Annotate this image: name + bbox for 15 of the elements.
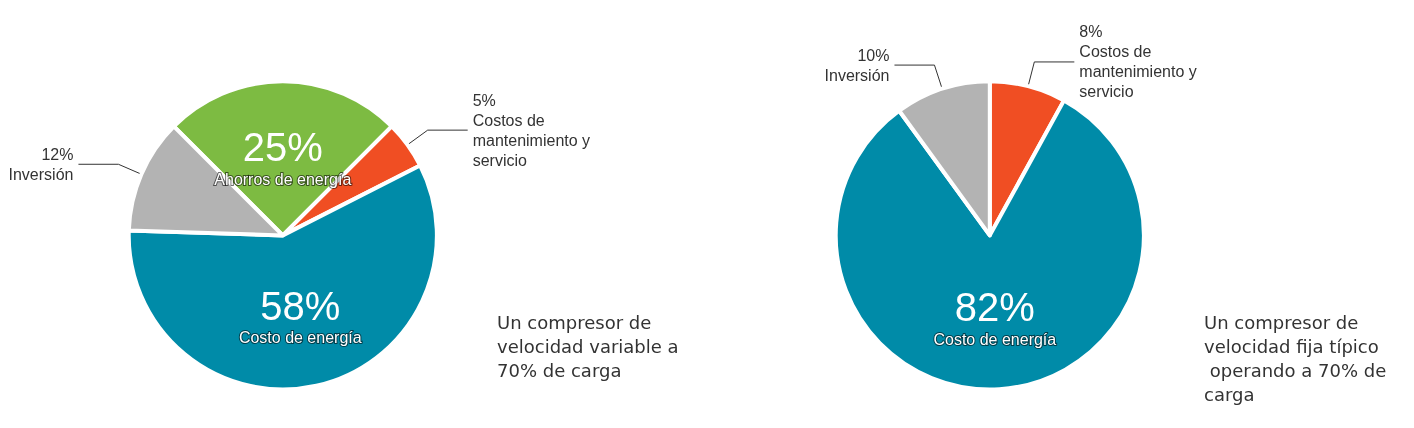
slice-label: Inversión bbox=[824, 66, 890, 84]
text: Un compresor de velocidad variable a 70% de carga bbox=[497, 311, 685, 381]
data-label: 82% bbox=[954, 285, 1035, 330]
text: Un compresor de velocidad fija típico operando a 70% de carga bbox=[1204, 311, 1392, 405]
slice-label: Inversión bbox=[8, 165, 74, 183]
data-label: 8% bbox=[1079, 23, 1103, 41]
data-label: 58% bbox=[260, 283, 341, 328]
data-label: 10% bbox=[857, 46, 890, 64]
data-label: 12% bbox=[41, 145, 74, 163]
data-label: 25% bbox=[242, 125, 323, 170]
slice-label: Costo de energía bbox=[933, 330, 1057, 348]
slice-label: Costo de energía bbox=[238, 329, 362, 347]
data-label: 5% bbox=[472, 91, 496, 109]
slice-label: Costos de mantenimiento y servicio bbox=[472, 111, 595, 169]
slice-label: Costos de mantenimiento y servicio bbox=[1079, 43, 1202, 101]
